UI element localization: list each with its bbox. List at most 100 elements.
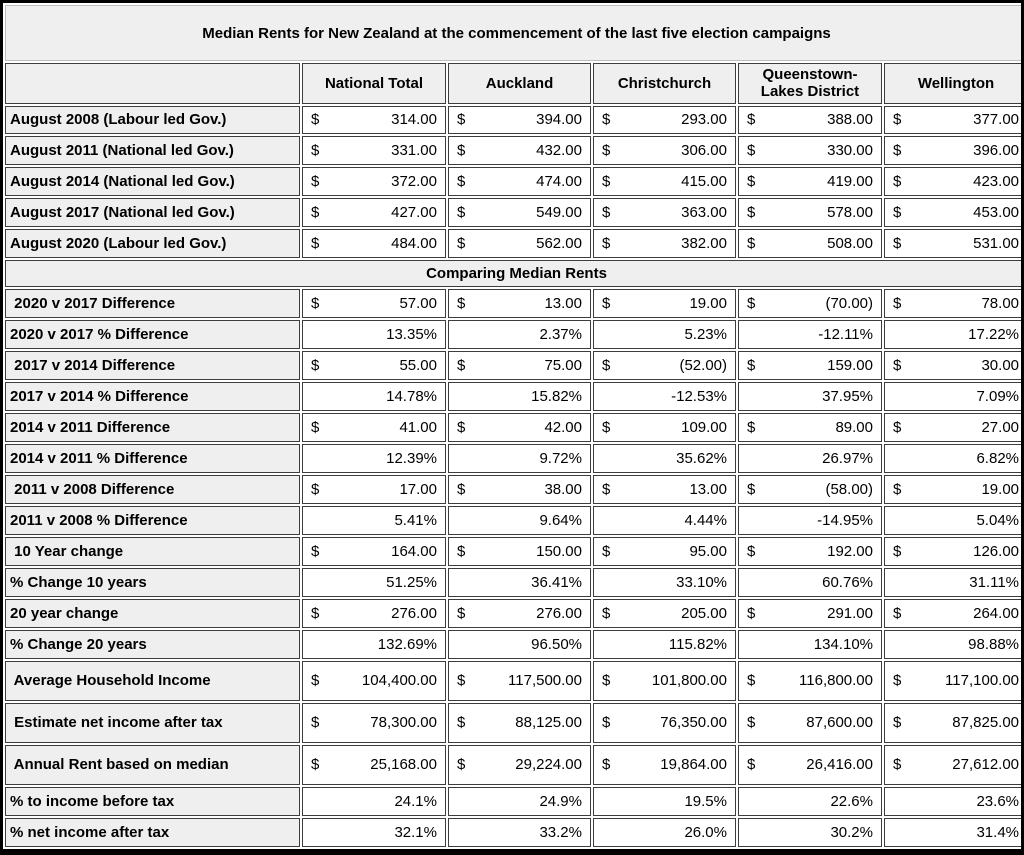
cell-amount: 101,800.00	[651, 672, 727, 690]
currency-value-cell: $377.00	[884, 105, 1021, 135]
cell-amount: 314.00	[391, 111, 437, 129]
currency-value-cell: $453.00	[884, 198, 1021, 228]
table-row: Average Household Income $104,400.00 $117,…	[5, 660, 1021, 701]
table-row: 10 Year change $164.00 $150.00 $95.00 $192.0…	[5, 536, 1021, 566]
cell-amount: (52.00)	[679, 357, 727, 374]
cell-amount: 372.00	[391, 173, 437, 191]
currency-symbol: $	[457, 480, 466, 498]
currency-value-cell: $42.00	[448, 412, 591, 442]
currency-value-cell: $363.00	[593, 198, 736, 228]
currency-value-cell: $388.00	[738, 105, 882, 135]
currency-value-cell: $331.00	[302, 136, 446, 166]
currency-value-cell: $13.00	[593, 474, 736, 504]
currency-symbol: $	[747, 756, 756, 774]
table-row: 20 year change $276.00 $276.00 $205.00 $291.…	[5, 598, 1021, 628]
row-label: 2011 v 2008 % Difference	[5, 505, 300, 535]
row-label: 2017 v 2014 Difference	[5, 351, 300, 380]
percent-value-cell: 17.22%	[884, 320, 1021, 350]
cell-amount: 42.00	[544, 418, 582, 436]
currency-value-cell: $396.00	[884, 136, 1021, 166]
row-label: 10 Year change	[5, 536, 300, 566]
column-header-row: National Total Auckland Christchurch Que…	[5, 63, 1021, 104]
currency-symbol: $	[747, 173, 756, 191]
currency-symbol: $	[747, 142, 756, 160]
percent-value-cell: 5.41%	[302, 505, 446, 535]
currency-symbol: $	[457, 542, 466, 560]
table-row: % net income after tax 32.1% 33.2% 26.0% 30.…	[5, 818, 1021, 847]
currency-symbol: $	[747, 480, 756, 498]
percent-value-cell: 22.6%	[738, 787, 882, 816]
currency-value-cell: $427.00	[302, 198, 446, 228]
currency-value-cell: $264.00	[884, 598, 1021, 628]
cell-amount: 30.00	[981, 357, 1020, 374]
percent-value-cell: 24.1%	[302, 787, 446, 816]
currency-symbol: $	[457, 418, 466, 436]
table-row: August 2014 (National led Gov.) $372.00 $4…	[5, 167, 1021, 197]
corner-cell	[5, 63, 300, 104]
cell-amount: 293.00	[681, 111, 727, 129]
row-label: 2017 v 2014 % Difference	[5, 381, 300, 411]
percent-value-cell: 51.25%	[302, 567, 446, 597]
table-row: August 2008 (Labour led Gov.) $314.00 $394…	[5, 105, 1021, 135]
cell-amount: 17.00	[399, 480, 437, 498]
currency-value-cell: $26,416.00	[738, 744, 882, 786]
percent-value-cell: 4.44%	[593, 505, 736, 535]
table-row: August 2020 (Labour led Gov.) $484.00 $562…	[5, 229, 1021, 259]
currency-symbol: $	[311, 173, 320, 191]
table-row: 2020 v 2017 Difference $57.00 $13.00 $19.00…	[5, 289, 1021, 319]
currency-symbol: $	[602, 756, 611, 774]
percent-value-cell: 115.82%	[593, 629, 736, 659]
cell-amount: 531.00	[973, 235, 1020, 253]
currency-symbol: $	[893, 480, 902, 498]
table-title-row: Median Rents for New Zealand at the comm…	[5, 5, 1021, 61]
cell-amount: 126.00	[973, 542, 1020, 560]
currency-symbol: $	[893, 295, 902, 313]
currency-symbol: $	[311, 142, 320, 160]
percent-value-cell: 24.9%	[448, 787, 591, 816]
row-label: 2011 v 2008 Difference	[5, 474, 300, 504]
percent-value-cell: 26.0%	[593, 818, 736, 847]
cell-amount: 116,800.00	[799, 672, 873, 690]
currency-symbol: $	[747, 672, 756, 690]
currency-symbol: $	[602, 480, 611, 498]
cell-amount: 388.00	[827, 111, 873, 129]
row-label: % Change 20 years	[5, 629, 300, 659]
percent-value-cell: 60.76%	[738, 567, 882, 597]
currency-symbol: $	[457, 295, 466, 313]
cell-amount: 484.00	[391, 235, 437, 253]
currency-value-cell: $95.00	[593, 536, 736, 566]
currency-value-cell: $508.00	[738, 229, 882, 259]
currency-symbol: $	[893, 672, 902, 690]
table-row: 2020 v 2017 % Difference 13.35% 2.37% 5.23%…	[5, 320, 1021, 350]
table-row: August 2017 (National led Gov.) $427.00 $5…	[5, 198, 1021, 228]
currency-value-cell: $330.00	[738, 136, 882, 166]
currency-value-cell: $88,125.00	[448, 702, 591, 743]
currency-symbol: $	[602, 357, 611, 374]
percent-value-cell: 35.62%	[593, 443, 736, 473]
table-row: Annual Rent based on median $25,168.00 $29…	[5, 744, 1021, 786]
currency-symbol: $	[893, 142, 902, 160]
cell-amount: 562.00	[536, 235, 582, 253]
currency-symbol: $	[602, 714, 611, 732]
cell-amount: 394.00	[536, 111, 582, 129]
currency-value-cell: $419.00	[738, 167, 882, 197]
currency-symbol: $	[893, 604, 902, 622]
percent-value-cell: 14.78%	[302, 381, 446, 411]
percent-value-cell: 32.1%	[302, 818, 446, 847]
percent-value-cell: 6.82%	[884, 443, 1021, 473]
currency-symbol: $	[602, 173, 611, 191]
percent-value-cell: 96.50%	[448, 629, 591, 659]
section-header-row: Comparing Median Rents	[5, 260, 1021, 288]
cell-amount: 13.00	[544, 295, 582, 313]
cell-amount: 25,168.00	[370, 756, 437, 774]
percent-value-cell: 31.4%	[884, 818, 1021, 847]
currency-value-cell: $89.00	[738, 412, 882, 442]
cell-amount: 29,224.00	[515, 756, 582, 774]
currency-value-cell: $314.00	[302, 105, 446, 135]
currency-value-cell: $474.00	[448, 167, 591, 197]
row-label: 2020 v 2017 Difference	[5, 289, 300, 319]
currency-value-cell: $41.00	[302, 412, 446, 442]
row-label: August 2020 (Labour led Gov.)	[5, 229, 300, 259]
cell-amount: 363.00	[681, 204, 727, 222]
